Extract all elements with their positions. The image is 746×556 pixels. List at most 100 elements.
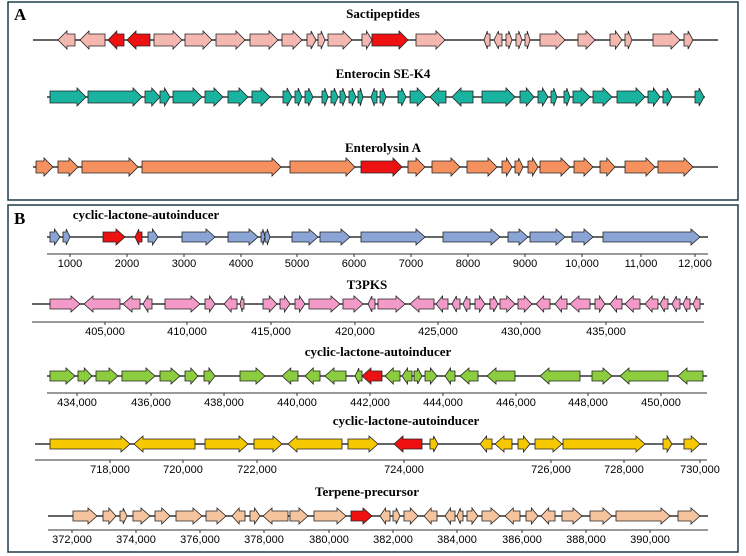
track-title: Terpene-precursor: [315, 484, 419, 499]
tick-label: 450,000: [641, 397, 681, 409]
gene-arrow: [517, 295, 533, 313]
track-title: cyclic-lactone-autoinducer: [73, 207, 220, 222]
tick-label: 448,000: [568, 397, 608, 409]
gene-arrow: [489, 295, 499, 313]
gene-arrow: [481, 507, 501, 525]
gene-arrow: [306, 30, 317, 50]
gene-arrow: [456, 507, 464, 525]
gene-arrow: [407, 157, 426, 177]
tick-label: 5000: [285, 258, 309, 270]
panel-label: A: [14, 5, 27, 24]
gene-arrow: [692, 295, 701, 313]
gene-arrow: [466, 157, 498, 177]
gene-arrow: [577, 30, 596, 50]
gene-arrow: [204, 435, 249, 453]
gene-arrow: [49, 367, 76, 385]
tick-label: 376,000: [180, 534, 220, 546]
gene-arrow: [529, 228, 566, 246]
gene-arrow: [153, 30, 183, 50]
gene-arrow: [348, 87, 357, 107]
gene-arrow: [379, 506, 391, 526]
tick-label: 718,000: [90, 464, 130, 476]
gene-arrow: [62, 228, 71, 246]
gene-arrow: [554, 294, 568, 314]
gene-arrow: [384, 367, 401, 385]
gene-arrow: [282, 87, 293, 107]
gene-arrow: [451, 87, 474, 107]
gene-arrow: [49, 87, 87, 107]
gene-arrow: [57, 30, 76, 50]
tick-label: 1000: [58, 258, 82, 270]
gene-arrow: [591, 367, 613, 385]
gene-arrow: [615, 507, 671, 525]
gene-arrow: [181, 228, 216, 246]
gene-arrow: [403, 507, 419, 525]
tick-label: 435,000: [586, 326, 626, 338]
gene-arrow: [647, 86, 661, 108]
gene-arrow: [569, 295, 591, 313]
gene-arrow: [592, 87, 613, 107]
gene-arrow: [602, 228, 701, 246]
gene-arrow: [95, 367, 119, 385]
gene-arrow: [134, 228, 143, 246]
gene-arrow: [72, 507, 98, 525]
gene-arrow: [159, 86, 171, 108]
gene-arrow: [429, 435, 439, 453]
gene-arrow: [132, 507, 151, 525]
gene-arrow: [624, 157, 656, 177]
tick-label: 405,000: [85, 326, 125, 338]
tick-label: 11,000: [625, 258, 658, 270]
tick-label: 8000: [456, 258, 480, 270]
gene-arrow: [694, 87, 705, 107]
tick-label: 728,000: [604, 464, 644, 476]
gene-arrow: [519, 86, 535, 108]
tick-label: 726,000: [531, 464, 571, 476]
gene-arrow: [164, 295, 201, 313]
gene-arrow: [515, 30, 523, 50]
gene-arrow: [142, 294, 153, 314]
gene-arrow: [249, 30, 279, 50]
gene-arrow: [550, 87, 558, 107]
gene-arrow: [589, 507, 613, 525]
gene-arrow: [535, 295, 551, 313]
panel-frame: [7, 1, 739, 201]
gene-arrow: [444, 366, 456, 386]
gene-arrow: [462, 295, 471, 313]
gene-arrow: [49, 295, 81, 313]
tick-label: 430,000: [501, 326, 541, 338]
tick-label: 382,000: [373, 534, 413, 546]
tick-label: 724,000: [384, 464, 424, 476]
gene-arrow: [609, 29, 623, 51]
gene-arrow: [657, 157, 694, 177]
gene-arrow: [227, 87, 249, 107]
tick-label: 4000: [229, 258, 253, 270]
gene-arrow: [357, 87, 364, 107]
tick-label: 12,000: [678, 258, 712, 270]
gene-arrow: [361, 29, 373, 51]
gene-arrow: [279, 294, 291, 314]
tick-label: 6000: [342, 258, 366, 270]
gene-arrow: [479, 434, 493, 454]
gene-arrow: [147, 227, 159, 247]
gene-arrow: [205, 507, 227, 525]
gene-arrow: [281, 30, 303, 50]
gene-arrow: [119, 507, 128, 525]
gene-arrow: [459, 367, 479, 385]
tick-label: 444,000: [423, 397, 463, 409]
gene-arrow: [563, 87, 571, 107]
gene-arrow: [594, 294, 606, 314]
gene-arrow: [324, 367, 347, 385]
gene-arrow: [451, 295, 461, 313]
gene-arrow: [141, 157, 282, 177]
gene-arrow: [289, 157, 356, 177]
gene-arrow: [262, 295, 278, 313]
gene-arrow: [504, 507, 521, 525]
gene-arrow: [319, 228, 351, 246]
tick-label: 10,000: [565, 258, 599, 270]
gene-arrow: [122, 295, 141, 313]
gene-arrow: [294, 87, 303, 107]
gene-arrow: [370, 87, 378, 107]
track-title: cyclic-lactone-autoinducer: [305, 344, 452, 359]
gene-arrow: [507, 228, 529, 246]
